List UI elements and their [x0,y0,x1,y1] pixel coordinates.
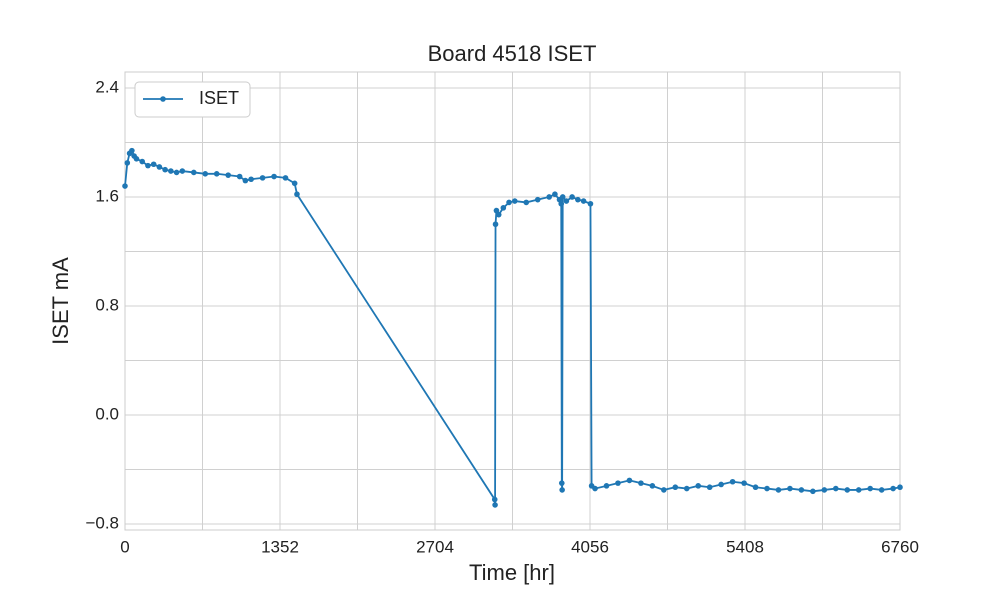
data-point [492,502,498,508]
data-point [259,175,266,181]
legend-label: ISET [199,88,239,108]
data-point [890,485,896,492]
chart-title: Board 4518 ISET [428,41,597,66]
data-point [764,485,770,492]
legend-marker [160,96,166,102]
y-axis-label: ISET mA [48,257,73,345]
data-point [752,484,759,491]
plot-frame [124,71,901,531]
data-point [878,487,885,493]
data-point [162,166,168,173]
data-point [603,483,610,489]
data-point [492,221,499,228]
data-point [291,180,298,187]
data-point [236,173,243,180]
data-point [491,496,498,503]
data-point [626,477,633,484]
x-tick-label: 0 [120,537,129,556]
y-tick-label: 2.4 [95,77,119,96]
data-point [798,487,805,493]
data-point [506,199,512,206]
data-point [775,487,782,493]
data-point [580,198,587,204]
data-point [271,173,277,180]
data-point [558,200,565,207]
data-point [867,485,873,492]
data-point [122,183,128,189]
data-point [495,211,502,218]
data-point [190,169,197,176]
x-tick-label: 2704 [416,537,454,556]
y-tick-label: 1.6 [95,186,119,205]
data-point [661,487,667,493]
data-point [173,169,180,176]
data-point [615,480,621,486]
data-point [729,478,736,485]
data-point [832,485,839,492]
data-point [592,485,598,492]
data-point [179,168,186,174]
data-point [587,200,594,207]
data-point [282,175,289,181]
data-point [821,487,828,493]
data-point [844,487,851,493]
data-point [649,483,656,489]
data-point [810,488,816,495]
data-point [124,160,131,166]
x-axis-label: Time [hr] [469,560,555,585]
y-tick-label: 0.8 [95,295,119,314]
data-point [534,196,541,203]
data-point [706,484,713,491]
data-point [552,191,558,198]
data-point [150,161,157,168]
y-tick-label: 0.0 [95,404,119,423]
data-point [546,194,552,200]
data-point [129,147,135,154]
x-tick-label: 6760 [881,537,919,556]
data-point [563,198,570,204]
data-point [575,196,581,203]
x-tick-label: 1352 [261,537,299,556]
data-point [523,199,530,206]
data-point [683,485,690,492]
data-point [493,207,500,214]
data-point [695,483,702,489]
data-point [225,172,231,178]
data-point [741,480,747,486]
data-point [294,191,300,198]
data-point [855,487,862,493]
data-point [787,485,793,492]
data-point [156,164,163,170]
y-tick-label: −0.8 [85,513,119,532]
x-tick-label: 4056 [571,537,609,556]
data-point [248,176,254,183]
x-tick-label: 5408 [726,537,764,556]
data-point [559,194,566,200]
data-point [569,194,575,200]
data-point [638,480,644,486]
data-point [511,198,518,204]
legend-box [134,81,251,118]
data-point [718,481,724,488]
data-point [242,177,249,184]
data-point [559,487,565,493]
data-point [139,158,145,165]
data-point [897,484,903,491]
data-point [168,168,174,174]
data-point [145,162,151,169]
data-point [213,170,220,177]
data-point [558,480,565,486]
data-point [133,156,140,162]
data-point [672,484,679,491]
data-point [500,205,507,211]
data-point [202,170,209,177]
